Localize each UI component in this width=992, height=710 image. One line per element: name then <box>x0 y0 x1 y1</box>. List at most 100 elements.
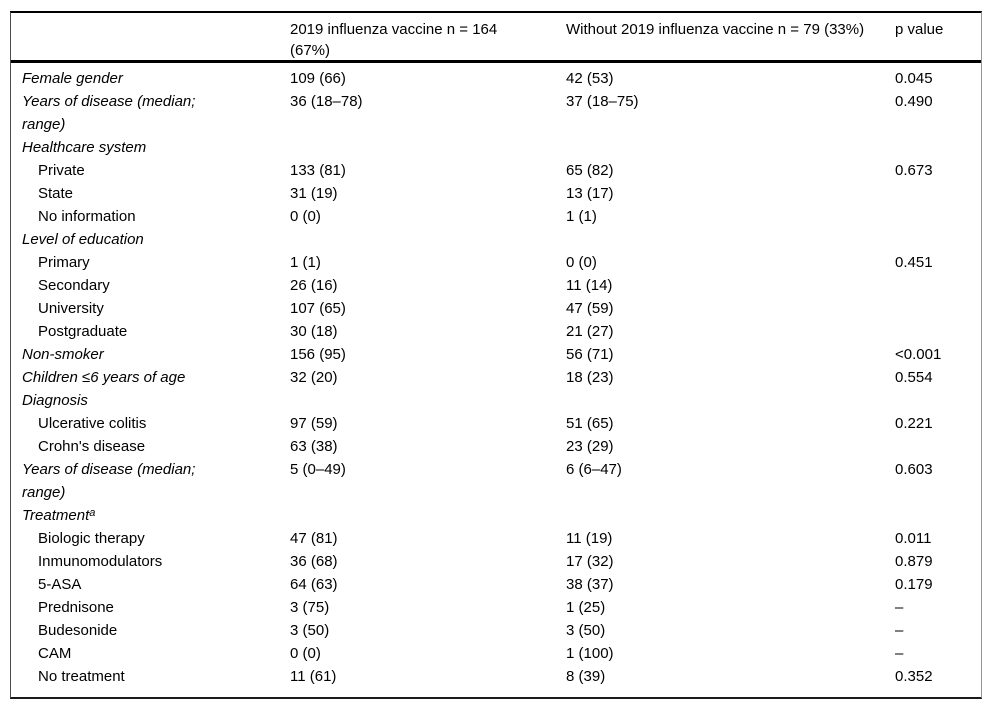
value-unvaccinated: 11 (19) <box>566 530 613 547</box>
value-vaccinated: 63 (38) <box>290 438 338 455</box>
row-label: Non-smoker <box>22 346 104 363</box>
p-value: – <box>895 645 904 662</box>
table-row: Inmunomodulators 36 (68) 17 (32) 0.879 <box>11 550 981 573</box>
value-vaccinated: 5 (0–49) <box>290 461 346 478</box>
table-header: 2019 influenza vaccine n = 164 (67%) Wit… <box>11 13 981 63</box>
value-unvaccinated <box>566 389 895 412</box>
row-label: Secondary <box>38 277 110 294</box>
value-unvaccinated: 37 (18–75) <box>566 93 639 110</box>
p-value: 0.221 <box>895 415 933 432</box>
p-value: 0.603 <box>895 461 933 478</box>
p-value: 0.451 <box>895 254 933 271</box>
value-vaccinated: 97 (59) <box>290 415 338 432</box>
row-label: Level of education <box>22 231 144 248</box>
row-label: State <box>38 185 74 202</box>
value-vaccinated: 1 (1) <box>290 254 321 271</box>
p-value: 0.011 <box>895 530 932 547</box>
row-label: Inmunomodulators <box>38 553 163 570</box>
value-vaccinated: 26 (16) <box>290 277 338 294</box>
table-row: Level of education <box>11 228 981 251</box>
value-unvaccinated: 56 (71) <box>566 346 614 363</box>
p-value <box>895 182 981 205</box>
p-value: – <box>895 622 904 639</box>
row-label: CAM <box>38 645 72 662</box>
row-label: Budesonide <box>38 622 118 639</box>
value-vaccinated: 107 (65) <box>290 300 346 317</box>
value-unvaccinated: 8 (39) <box>566 668 606 685</box>
header-col-blank <box>11 19 290 60</box>
header-pvalue-label: p value <box>895 21 944 38</box>
value-unvaccinated: 0 (0) <box>566 254 597 271</box>
value-vaccinated: 30 (18) <box>290 323 338 340</box>
value-unvaccinated: 13 (17) <box>566 185 614 202</box>
row-label: No information <box>38 208 136 225</box>
value-unvaccinated: 17 (32) <box>566 553 614 570</box>
value-unvaccinated: 42 (53) <box>566 70 614 87</box>
value-vaccinated: 3 (75) <box>290 599 330 616</box>
value-vaccinated: 31 (19) <box>290 185 338 202</box>
table-row: Postgraduate 30 (18) 21 (27) <box>11 320 981 343</box>
table-row: Prednisone 3 (75) 1 (25) – <box>11 596 981 619</box>
row-label: Treatmenta <box>22 507 96 524</box>
p-value: 0.673 <box>895 162 933 179</box>
row-label: University <box>38 300 104 317</box>
table-row: Diagnosis <box>11 389 981 412</box>
value-vaccinated: 11 (61) <box>290 668 337 685</box>
p-value: – <box>895 599 904 616</box>
p-value <box>895 320 981 343</box>
table-row: Primary 1 (1) 0 (0) 0.451 <box>11 251 981 274</box>
header-unvaccinated-label: Without 2019 influenza vaccine n = 79 (3… <box>566 21 865 38</box>
row-label: Years of disease (median; range) <box>22 461 196 501</box>
value-vaccinated: 3 (50) <box>290 622 330 639</box>
value-vaccinated: 64 (63) <box>290 576 338 593</box>
p-value <box>895 274 981 297</box>
header-vaccinated-label: 2019 influenza vaccine n = 164 (67%) <box>290 21 498 59</box>
header-col-vaccinated: 2019 influenza vaccine n = 164 (67%) <box>290 19 566 60</box>
value-unvaccinated <box>566 136 895 159</box>
row-label: Diagnosis <box>22 392 88 409</box>
p-value <box>895 205 981 228</box>
p-value: 0.554 <box>895 369 933 386</box>
header-col-unvaccinated: Without 2019 influenza vaccine n = 79 (3… <box>566 19 895 60</box>
table-row: Budesonide 3 (50) 3 (50) – <box>11 619 981 642</box>
value-vaccinated: 0 (0) <box>290 645 321 662</box>
p-value: 0.352 <box>895 668 933 685</box>
row-label: Years of disease (median; range) <box>22 93 196 133</box>
table-row: 5-ASA 64 (63) 38 (37) 0.179 <box>11 573 981 596</box>
p-value <box>895 389 981 412</box>
table-row: Children ≤6 years of age 32 (20) 18 (23) 0.… <box>11 366 981 389</box>
row-label: No treatment <box>38 668 125 685</box>
p-value: 0.045 <box>895 70 933 87</box>
value-vaccinated: 156 (95) <box>290 346 346 363</box>
value-unvaccinated: 65 (82) <box>566 162 614 179</box>
table-row: CAM 0 (0) 1 (100) – <box>11 642 981 665</box>
table-row: No information 0 (0) 1 (1) <box>11 205 981 228</box>
header-col-pvalue: p value <box>895 19 981 60</box>
p-value <box>895 228 981 251</box>
value-vaccinated: 0 (0) <box>290 208 321 225</box>
value-unvaccinated: 3 (50) <box>566 622 606 639</box>
p-value: <0.001 <box>895 346 942 363</box>
table-row: Crohn's disease 63 (38) 23 (29) <box>11 435 981 458</box>
value-vaccinated: 32 (20) <box>290 369 338 386</box>
characteristics-table: 2019 influenza vaccine n = 164 (67%) Wit… <box>10 11 982 699</box>
value-unvaccinated: 6 (6–47) <box>566 461 622 478</box>
p-value <box>895 136 981 159</box>
row-label: Private <box>38 162 85 179</box>
p-value <box>895 297 981 320</box>
p-value: 0.879 <box>895 553 933 570</box>
p-value <box>895 504 981 527</box>
value-vaccinated: 36 (68) <box>290 553 338 570</box>
value-unvaccinated <box>566 504 895 527</box>
row-label: Female gender <box>22 70 123 87</box>
row-label: Ulcerative colitis <box>38 415 147 432</box>
value-unvaccinated <box>566 228 895 251</box>
table-row: No treatment 11 (61) 8 (39) 0.352 <box>11 665 981 688</box>
p-value <box>895 435 981 458</box>
row-label: Primary <box>38 254 90 271</box>
table-row: Non-smoker 156 (95) 56 (71) <0.001 <box>11 343 981 366</box>
row-label: Biologic therapy <box>38 530 145 547</box>
value-unvaccinated: 21 (27) <box>566 323 614 340</box>
table-row: Years of disease (median; range) 36 (18–7… <box>11 90 981 136</box>
value-vaccinated: 36 (18–78) <box>290 93 363 110</box>
